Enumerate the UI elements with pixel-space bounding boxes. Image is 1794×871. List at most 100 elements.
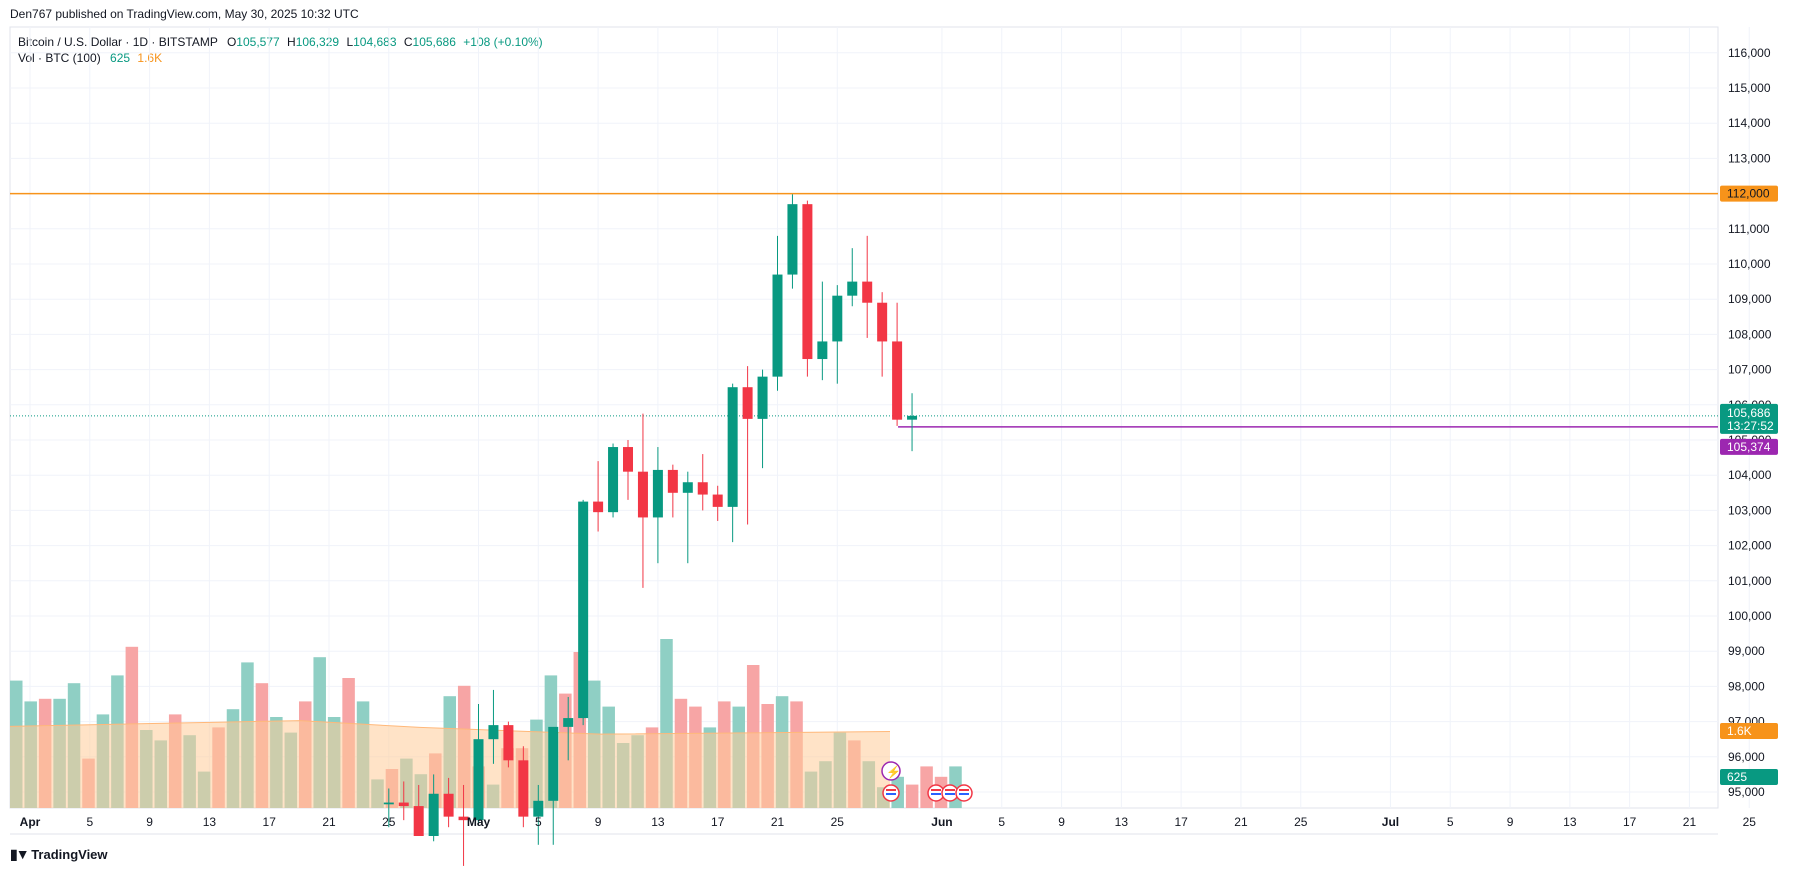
x-tick-label: 17 [263, 815, 277, 829]
publisher-line: Den767 published on TradingView.com, May… [10, 7, 359, 21]
x-tick-label: Apr [20, 815, 41, 829]
candle-body [832, 295, 843, 342]
resistance-price-tag-bg [1720, 185, 1778, 202]
x-tick-label: 13 [651, 815, 665, 829]
y-tick-label: 116,000 [1728, 46, 1771, 60]
candle-body [727, 387, 738, 507]
y-tick-label: 104,000 [1728, 468, 1772, 482]
x-tick-label: 13 [1115, 815, 1129, 829]
candle-body [637, 471, 648, 518]
candle-body [892, 341, 903, 420]
low-value: 104,683 [353, 35, 397, 49]
candle-body [802, 204, 813, 360]
y-tick-label: 100,000 [1728, 609, 1772, 623]
x-tick-label: 25 [1294, 815, 1308, 829]
y-tick-label: 108,000 [1728, 327, 1772, 341]
candles [383, 194, 918, 866]
lightning-glyph: ⚡ [886, 765, 901, 779]
candle-body [608, 447, 619, 513]
x-tick-label: 9 [595, 815, 602, 829]
flag-stripe [959, 793, 969, 795]
volume-ma-area [10, 720, 890, 808]
high-label: H [287, 35, 296, 49]
volume-label[interactable]: Vol · BTC (100) [18, 51, 101, 65]
candle-body [398, 802, 409, 807]
volume-last-tag: 625 [1727, 770, 1747, 784]
y-tick-label: 110,000 [1728, 257, 1771, 271]
lightning-event-icon[interactable] [881, 761, 901, 781]
y-tick-label: 113,000 [1728, 151, 1771, 165]
candle-body [428, 793, 439, 836]
y-tick-label: 109,000 [1728, 292, 1772, 306]
candle-body [488, 725, 499, 740]
y-tick-label: 98,000 [1728, 679, 1765, 693]
x-tick-label: 9 [1058, 815, 1065, 829]
candle-body [742, 387, 753, 419]
x-tick-label: 21 [1683, 815, 1697, 829]
x-tick-label: 5 [998, 815, 1005, 829]
volume-value: 625 [110, 51, 131, 65]
volume-bar [905, 784, 919, 808]
volume-last-tag-bg [1720, 769, 1778, 785]
x-tick-label: Jul [1382, 815, 1399, 829]
support-price-tag-bg [1720, 438, 1778, 455]
x-tick-label: 17 [711, 815, 725, 829]
x-tick-label: Jun [931, 815, 952, 829]
candle-body [383, 802, 394, 805]
close-value: 105,686 [412, 35, 456, 49]
y-tick-label: 99,000 [1728, 644, 1765, 658]
x-tick-label: 9 [146, 815, 153, 829]
y-tick-label: 96,000 [1728, 750, 1765, 764]
candle-body [757, 376, 768, 419]
flag-stripe [931, 793, 941, 795]
candle-body [503, 725, 514, 761]
candle-body [413, 806, 424, 836]
price-axis[interactable]: 95,00096,00097,00098,00099,000100,000101… [1720, 46, 1778, 799]
candle-body [443, 793, 454, 817]
volume-pane [9, 639, 962, 808]
change-value: +108 (+0.10%) [463, 35, 543, 49]
candle-body [907, 415, 918, 420]
x-tick-label: 5 [1447, 815, 1454, 829]
horizontal-lines[interactable] [10, 192, 1718, 428]
tradingview-logo[interactable]: ▮▼ TradingView [10, 846, 108, 863]
x-tick-label: 25 [831, 815, 845, 829]
x-tick-label: 25 [1743, 815, 1757, 829]
candle-body [877, 302, 888, 342]
high-value: 106,329 [295, 35, 340, 49]
candle-body [772, 274, 783, 377]
x-tick-label: 17 [1174, 815, 1188, 829]
grid [9, 26, 1750, 835]
x-tick-label: 9 [1507, 815, 1514, 829]
x-tick-label: 21 [771, 815, 785, 829]
y-tick-label: 103,000 [1728, 503, 1772, 517]
resistance-price-tag: 112,000 [1727, 187, 1770, 201]
flag-stripe [886, 793, 896, 795]
candle-body [787, 204, 798, 275]
flag-stripe [931, 789, 941, 791]
candle-body [578, 501, 589, 719]
flag-stripe [945, 789, 955, 791]
y-tick-label: 102,000 [1728, 539, 1772, 553]
volume-ma-tag-bg [1720, 723, 1778, 739]
candle-body [712, 494, 723, 507]
y-tick-label: 95,000 [1728, 785, 1765, 799]
close-label: C [403, 35, 413, 49]
open-label: O [226, 35, 237, 49]
x-tick-label: 21 [1234, 815, 1248, 829]
candle-body [667, 469, 678, 493]
y-tick-label: 107,000 [1728, 363, 1772, 377]
candle-body [847, 281, 858, 296]
candle-body [652, 469, 663, 518]
y-tick-label: 115,000 [1728, 81, 1771, 95]
candle-body [623, 447, 633, 472]
candle-body [593, 501, 604, 513]
y-tick-label: 111,000 [1728, 222, 1770, 236]
candle-body [862, 281, 873, 303]
time-axis[interactable]: Apr 5 9 13 17 21 25 May 5 9 13 17 21 25 Jun 5 9 13 17 21 25 J… [20, 815, 1757, 829]
event-icons[interactable]: ⚡ [881, 761, 973, 802]
last-price-tag: 105,686 [1727, 406, 1771, 420]
tv-logo-text: TradingView [31, 847, 108, 862]
symbol-name[interactable]: Bitcoin / U.S. Dollar · 1D · BITSTAMP [18, 35, 218, 49]
